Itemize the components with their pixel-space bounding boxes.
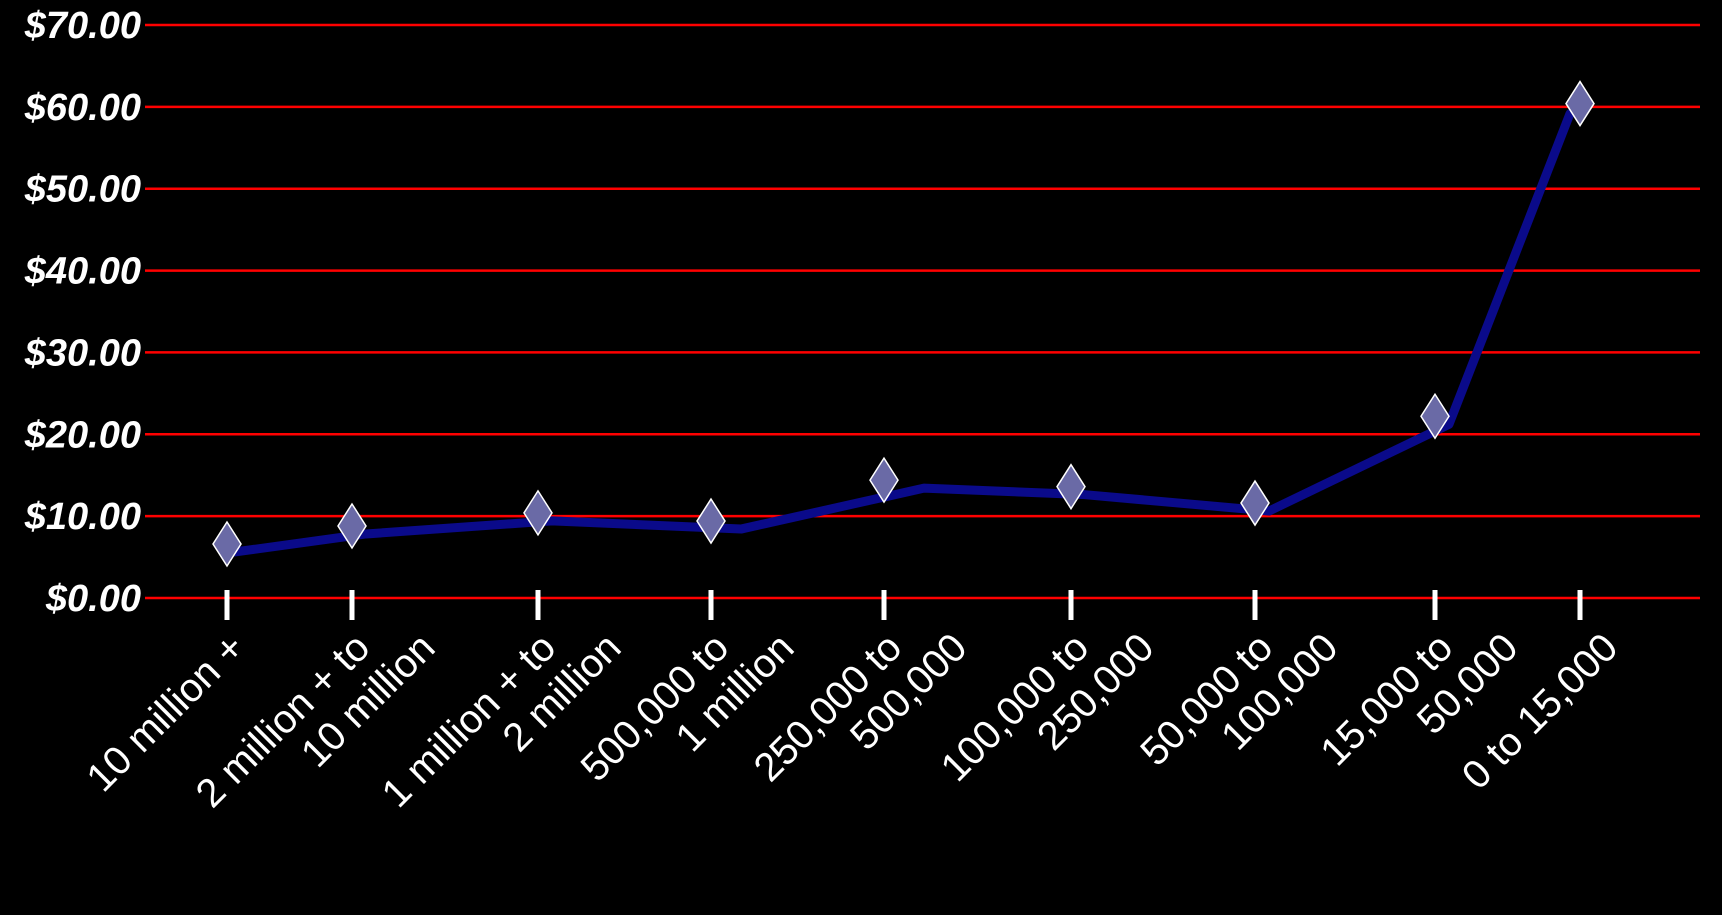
y-tick-label: $40.00 <box>24 251 141 293</box>
y-tick-label: $70.00 <box>24 5 141 47</box>
diamond-marker <box>523 489 553 537</box>
series-line-group <box>230 109 1575 557</box>
y-axis-tick-labels: $0.00 $10.00 $20.00 $30.00 $40.00 $50.00 $60.0… <box>24 5 141 620</box>
diamond-marker <box>1056 463 1086 511</box>
series-markers <box>212 80 1595 568</box>
y-tick-label: $30.00 <box>24 332 141 374</box>
diamond-marker <box>869 456 899 504</box>
y-tick-label: $0.00 <box>45 578 141 620</box>
diamond-marker <box>1420 392 1450 440</box>
series-line <box>230 109 1575 557</box>
diamond-marker <box>1565 80 1595 127</box>
diamond-marker <box>1240 479 1270 527</box>
diamond-marker <box>696 497 726 545</box>
y-tick-label: $10.00 <box>24 496 141 538</box>
diamond-marker <box>212 520 242 568</box>
gridlines <box>145 23 1700 600</box>
y-tick-label: $60.00 <box>24 87 141 129</box>
diamond-marker <box>337 502 367 550</box>
x-axis-tick-marks <box>224 590 1583 620</box>
y-tick-label: $50.00 <box>24 169 141 211</box>
y-tick-label: $20.00 <box>24 414 141 456</box>
